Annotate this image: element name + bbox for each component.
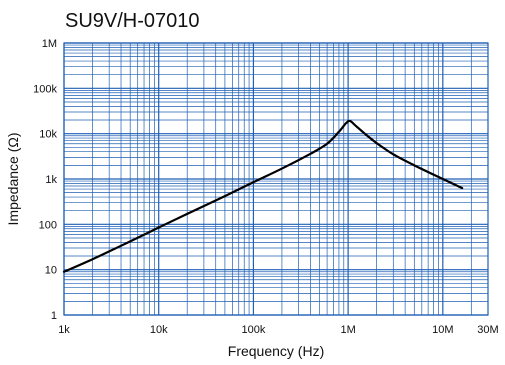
x-axis-label: Frequency (Hz) [228,343,324,359]
y-tick-label: 1M [42,38,57,50]
x-tick-label: 1M [340,324,355,336]
x-tick-label: 100k [241,324,265,336]
plot-frame [63,42,489,316]
y-tick-label: 10k [39,129,57,141]
impedance-curve [62,119,464,273]
x-tick-label: 10M [432,324,453,336]
x-tick-label: 30M [477,324,498,336]
y-tick-label: 100 [39,219,57,231]
y-tick-labels: 1 10 100 1k 10k 100k 1M [33,38,57,322]
y-tick-label: 1k [45,174,57,186]
y-tick-label: 1 [51,310,57,322]
x-tick-label: 10k [150,324,168,336]
y-tick-label: 100k [33,83,57,95]
chart-title: SU9V/H-07010 [65,10,200,32]
x-tick-label: 1k [58,324,70,336]
grid [63,42,489,316]
y-axis-label: Impedance (Ω) [5,133,21,226]
y-tick-label: 10 [45,265,57,277]
x-tick-labels: 1k 10k 100k 1M 10M 30M [58,324,499,336]
